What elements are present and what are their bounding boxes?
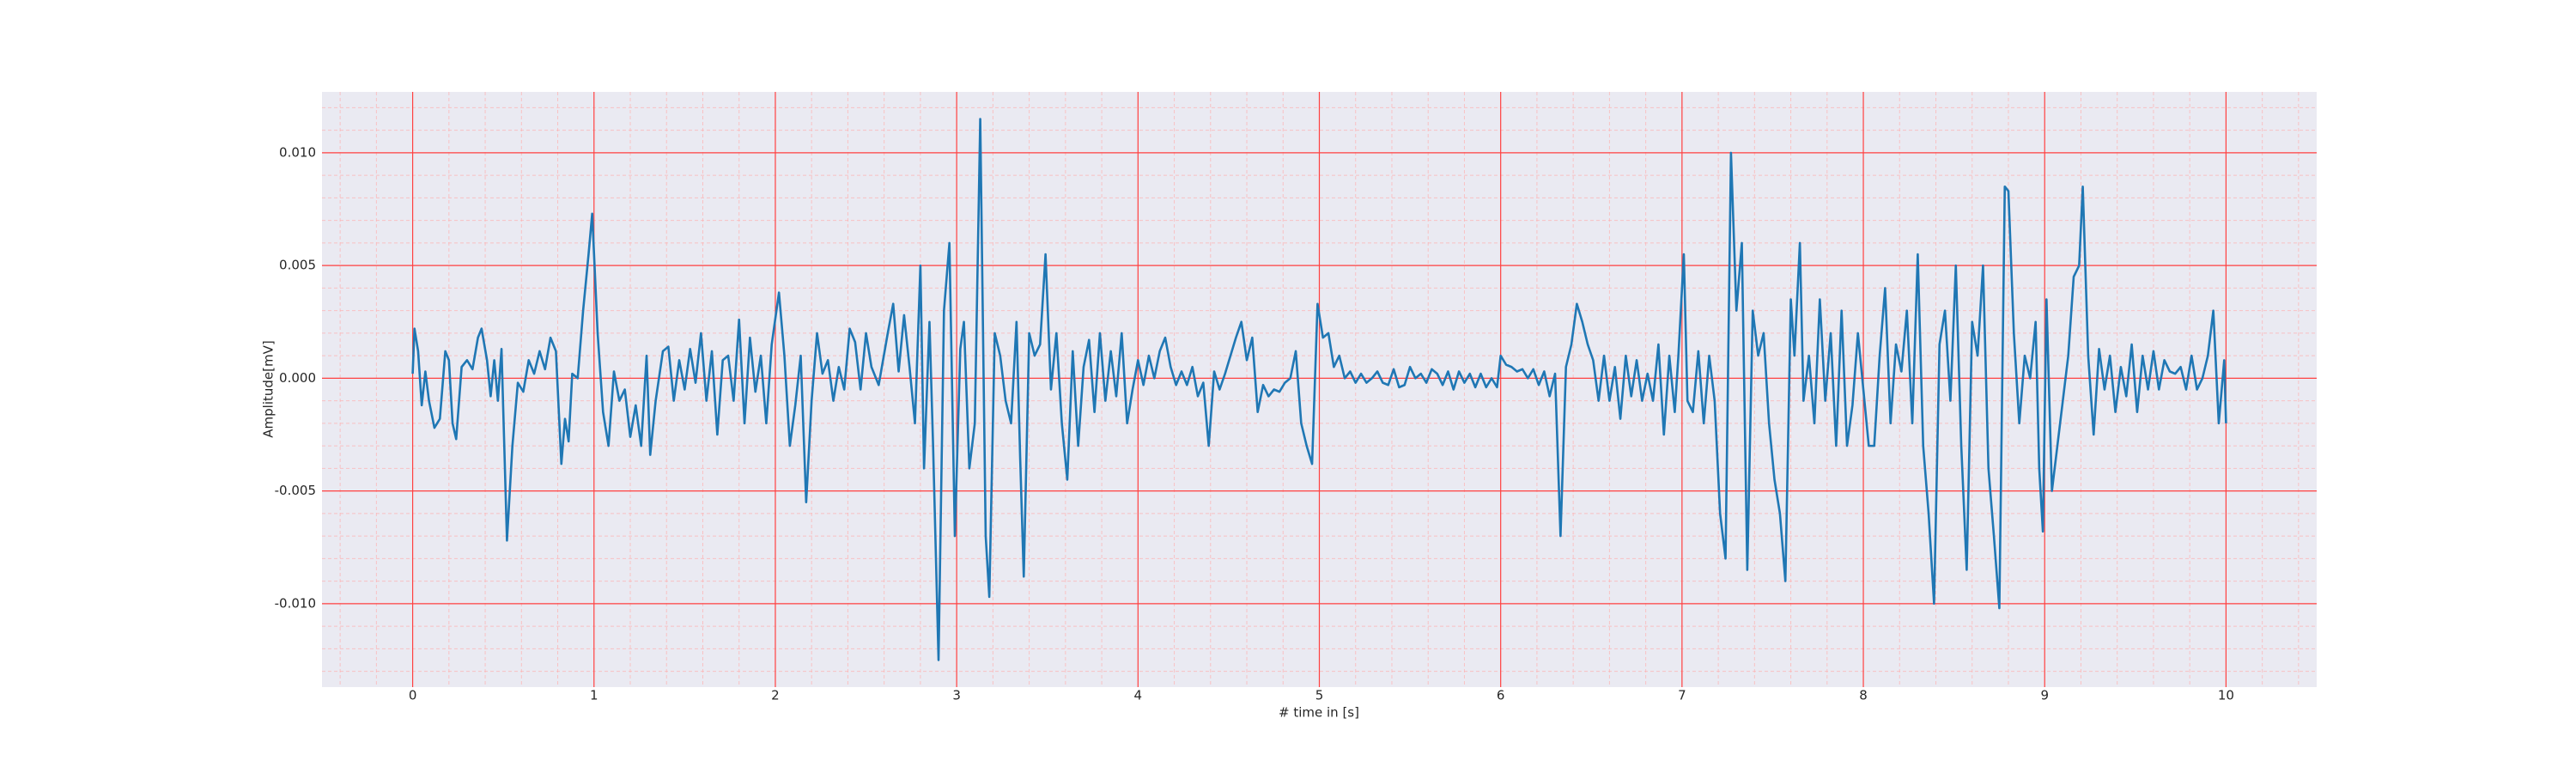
marks [411,118,2227,661]
x-tick-label: 2 [771,688,780,703]
x-tick-label: 0 [409,688,417,703]
x-tick-label: 10 [2218,688,2234,703]
x-axis-label: # time in [s] [1279,705,1359,721]
x-tick-label: 6 [1497,688,1505,703]
grid [322,92,2317,687]
x-tick-label: 3 [952,688,961,703]
signal-line [411,118,2227,661]
x-tick-label: 5 [1315,688,1324,703]
y-tick-label: -0.010 [275,595,316,611]
x-tick-label: 4 [1134,688,1143,703]
x-tick-label: 8 [1859,688,1868,703]
y-tick-label: 0.000 [279,370,316,386]
labels: 0 1 2 3 4 5 6 7 8 9 10 -0.010 -0.005 0.000 0.005 0.010 [275,144,2234,703]
y-tick-label: 0.005 [279,258,316,273]
y-axis-label: Amplitude[mV] [261,340,276,437]
x-tick-label: 1 [590,688,598,703]
y-tick-label: -0.005 [275,483,316,498]
x-tick-label: 9 [2040,688,2049,703]
x-tick-label: 7 [1678,688,1686,703]
y-tick-label: 0.010 [279,144,316,160]
